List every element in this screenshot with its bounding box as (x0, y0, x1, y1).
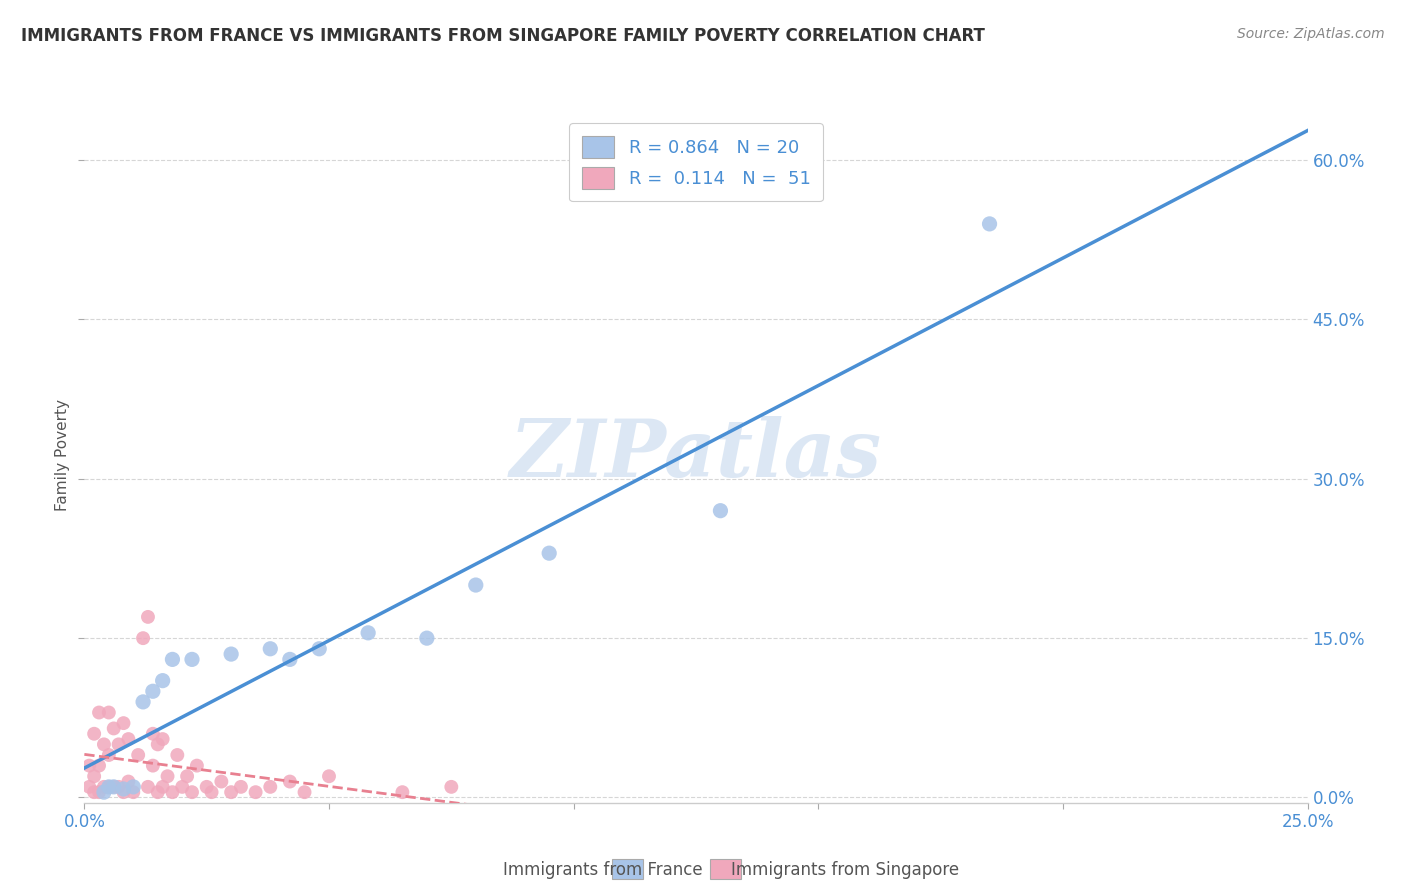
Point (132, 695, 155, 709)
Point (186, 758, 208, 772)
Point (166, 747, 188, 762)
Point (136, 610, 159, 624)
Point (278, 652, 301, 666)
Point (156, 769, 179, 783)
Point (93, 780, 115, 794)
Point (278, 774, 301, 789)
Point (83, 785, 105, 799)
Point (97, 747, 120, 762)
Text: Source: ZipAtlas.com: Source: ZipAtlas.com (1237, 27, 1385, 41)
Point (112, 716, 135, 731)
Point (146, 785, 169, 799)
Text: IMMIGRANTS FROM FRANCE VS IMMIGRANTS FROM SINGAPORE FAMILY POVERTY CORRELATION C: IMMIGRANTS FROM FRANCE VS IMMIGRANTS FRO… (21, 27, 986, 45)
Point (162, 785, 184, 799)
Point (200, 785, 222, 799)
Point (93, 785, 115, 799)
Legend: R = 0.864   N = 20, R =  0.114   N =  51: R = 0.864 N = 20, R = 0.114 N = 51 (569, 123, 823, 202)
Point (162, 652, 184, 666)
Point (209, 774, 232, 789)
Point (152, 732, 174, 747)
Point (103, 780, 125, 794)
Point (142, 684, 165, 698)
Point (152, 780, 174, 794)
Point (112, 782, 135, 797)
Point (117, 732, 139, 747)
Point (142, 758, 165, 772)
Point (152, 673, 174, 688)
Point (219, 785, 242, 799)
Point (103, 722, 125, 736)
Point (132, 631, 155, 645)
Point (122, 785, 145, 799)
Point (464, 578, 486, 592)
Point (308, 641, 330, 656)
Point (357, 625, 380, 640)
Point (87, 758, 110, 772)
Point (391, 785, 413, 799)
Point (176, 769, 198, 783)
Point (538, 546, 561, 560)
Point (709, 504, 731, 518)
Point (979, 217, 1001, 231)
Point (136, 780, 159, 794)
Point (172, 780, 194, 794)
Text: ZIPatlas: ZIPatlas (510, 417, 882, 493)
Point (294, 785, 316, 799)
Point (219, 647, 242, 661)
Point (181, 785, 204, 799)
Point (77, 780, 100, 794)
Point (93, 738, 115, 752)
Point (112, 785, 135, 799)
Text: Immigrants from Singapore: Immigrants from Singapore (731, 861, 959, 879)
Point (103, 780, 125, 794)
Point (229, 780, 252, 794)
Point (245, 785, 267, 799)
Point (127, 747, 149, 762)
Point (146, 738, 169, 752)
Point (259, 780, 281, 794)
Point (259, 641, 281, 656)
Point (83, 769, 105, 783)
Point (77, 758, 100, 772)
Point (97, 706, 120, 720)
Point (416, 631, 439, 645)
Point (83, 727, 105, 741)
Text: Immigrants from France: Immigrants from France (503, 861, 703, 879)
Point (87, 706, 110, 720)
Point (117, 774, 139, 789)
Y-axis label: Family Poverty: Family Poverty (55, 399, 70, 511)
Point (107, 738, 129, 752)
Point (440, 780, 463, 794)
Point (87, 785, 110, 799)
Point (107, 780, 129, 794)
Point (318, 769, 340, 783)
Point (195, 780, 218, 794)
Point (181, 652, 204, 666)
Point (122, 780, 145, 794)
Point (97, 780, 120, 794)
Point (97, 780, 120, 794)
Point (142, 727, 165, 741)
